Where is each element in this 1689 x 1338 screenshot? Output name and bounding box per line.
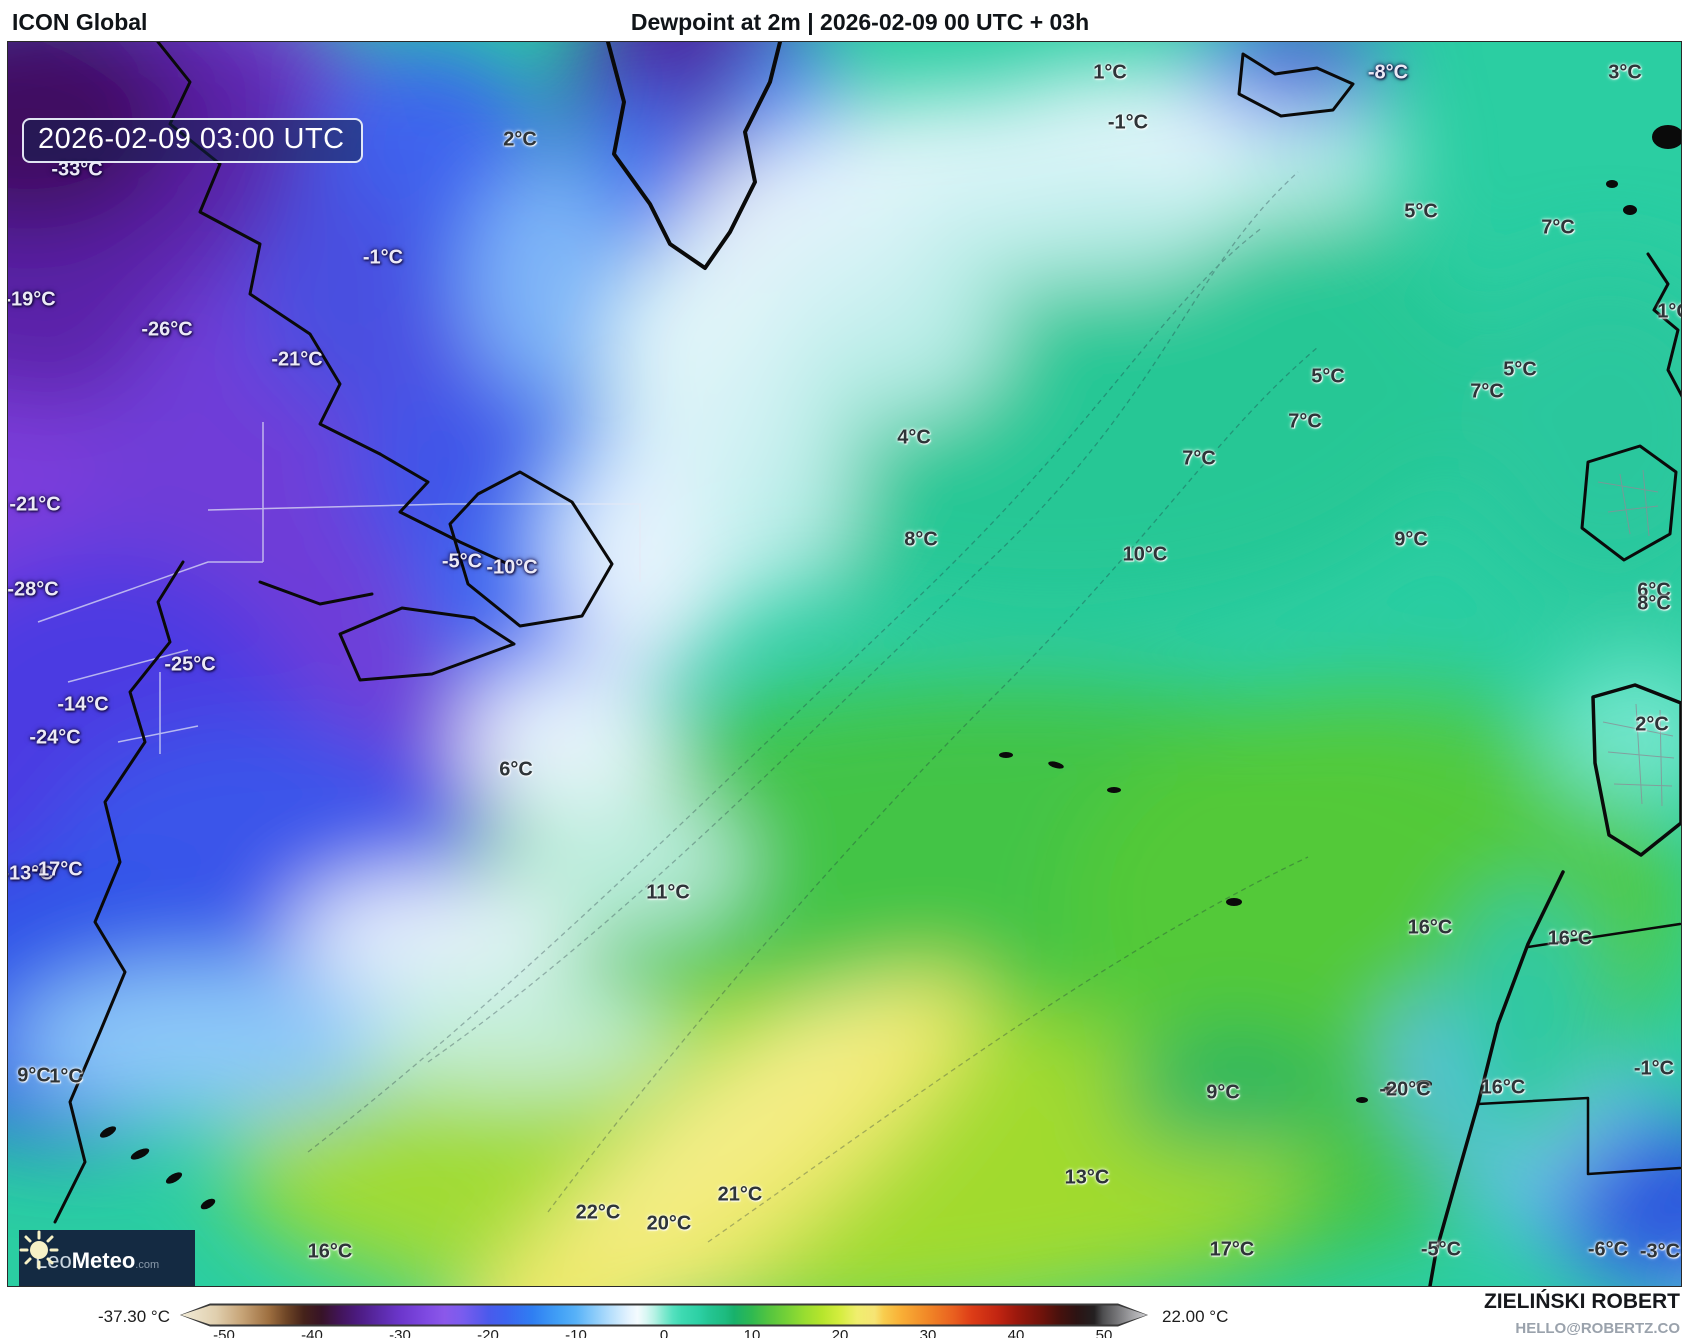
colorbar-tick-label: 0: [659, 1327, 669, 1338]
colorbar-min-value: -37.30 °C: [97, 1307, 170, 1326]
sun-icon: [19, 1230, 59, 1270]
colorbar-tick-label: 50: [1095, 1327, 1113, 1338]
colorbar-tick-label: -40: [301, 1327, 323, 1338]
colorbar: [180, 1302, 1148, 1328]
model-name: ICON Global: [12, 9, 148, 35]
colorbar-max-value: 22.00 °C: [1162, 1307, 1229, 1326]
colorbar-tick-label: 20: [831, 1327, 849, 1338]
author-contact: HELLO@ROBERTZ.CO: [1515, 1320, 1680, 1337]
logo-wordmark: LeoMeteo.com: [35, 1248, 160, 1273]
colorbar-gradient: [181, 1304, 1147, 1326]
dewpoint-map: -33°C -19°C -26°C -21°C -1°C 2°C -21°C -28°C -25…: [7, 41, 1682, 1287]
colorbar-tick-label: -10: [565, 1327, 587, 1338]
colorbar-tick-label: -50: [213, 1327, 235, 1338]
colorbar-tick-label: 30: [919, 1327, 937, 1338]
page-title: Dewpoint at 2m | 2026-02-09 00 UTC + 03h: [630, 9, 1090, 35]
valid-time-overlay: 2026-02-09 03:00 UTC: [22, 118, 363, 163]
author-name: ZIELIŃSKI ROBERT: [1483, 1290, 1680, 1313]
map-artwork: [8, 42, 1681, 1286]
colorbar-tick-label: -30: [389, 1327, 411, 1338]
colorbar-tick-label: 40: [1007, 1327, 1025, 1338]
colorbar-tick-label: -20: [477, 1327, 499, 1338]
colorbar-tick-label: 10: [743, 1327, 761, 1338]
leometeo-logo: LeoMeteo.com: [19, 1230, 195, 1286]
